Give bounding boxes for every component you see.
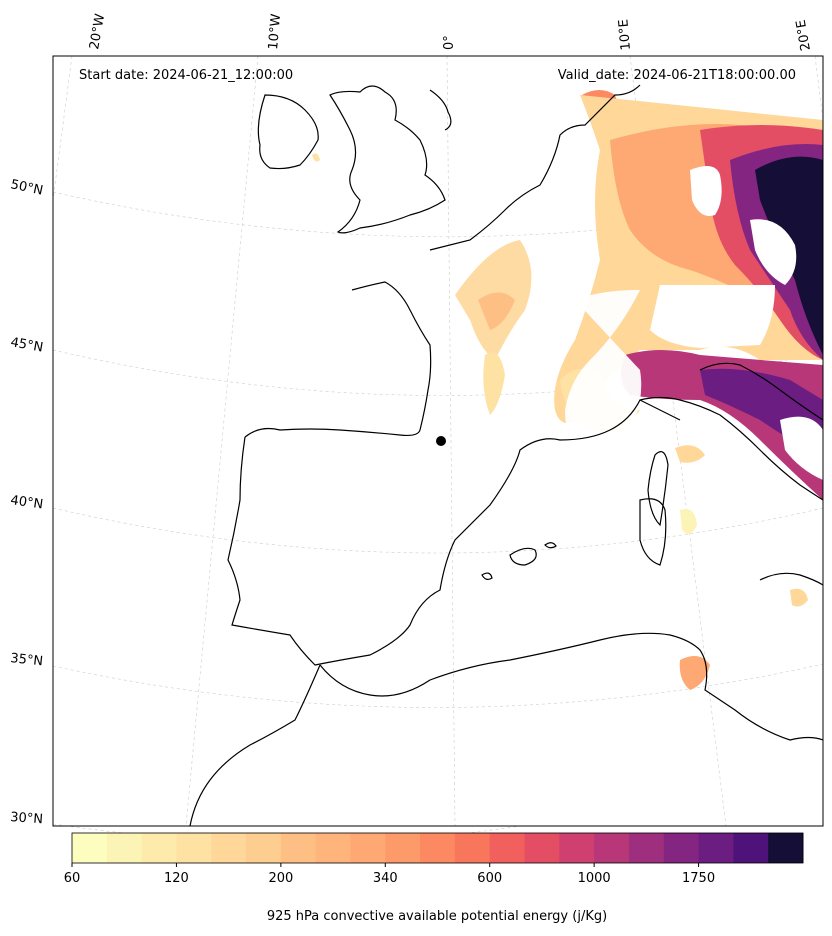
valid-date-label: Valid_date: 2024-06-21T18:00:00.00 <box>558 68 796 83</box>
map-marker-dot <box>436 436 446 446</box>
colorbar-swatch <box>454 833 491 863</box>
cape-blob-africa <box>679 656 710 690</box>
colorbar-tick-label: 1750 <box>682 871 715 886</box>
mask-hole-4 <box>780 416 823 480</box>
colorbar-swatch <box>141 833 177 863</box>
coast-mallorca <box>509 547 537 566</box>
lat-label-40n: 40°N <box>9 493 44 512</box>
colorbar-swatch <box>176 833 212 863</box>
colorbar-swatch <box>246 833 282 863</box>
colorbar-swatch <box>350 833 386 863</box>
lon-label-20w: 20°W <box>87 13 108 51</box>
colorbar-swatch <box>524 833 560 863</box>
colorbar-swatches <box>72 833 804 863</box>
colorbar-label: 925 hPa convective available potential e… <box>267 909 607 924</box>
colorbar-swatch <box>72 833 108 863</box>
colorbar-tick-label: 120 <box>164 871 189 886</box>
colorbar-swatch <box>594 833 630 863</box>
coast-adriatic <box>699 362 824 421</box>
lat-label-30n: 30°N <box>10 810 44 827</box>
colorbar-frame <box>71 832 804 864</box>
cape-blob-ireland <box>312 153 320 162</box>
coast-france-west <box>351 281 432 431</box>
lon-label-0: 0° <box>442 35 457 50</box>
colorbar-swatch <box>315 833 351 863</box>
lon-label-10w: 10°W <box>266 13 284 50</box>
cape-field <box>312 90 823 690</box>
meridian-0 <box>446 55 456 827</box>
mask-hole-1 <box>690 166 722 216</box>
coast-sicily <box>759 572 824 586</box>
coastlines <box>189 84 824 827</box>
colorbar-swatch <box>698 833 734 863</box>
coast-spain-north <box>244 427 421 438</box>
lon-label-20e: 20°E <box>794 19 814 52</box>
colorbar-swatch <box>420 833 456 863</box>
colorbar-swatch <box>559 833 595 863</box>
colorbar-tick-label: 600 <box>477 871 502 886</box>
colorbar-swatch <box>663 833 700 863</box>
map-area <box>52 55 824 843</box>
colorbar-swatch <box>211 833 247 863</box>
cape-blob-sardinia <box>680 509 697 534</box>
coast-sardinia <box>639 498 667 566</box>
colorbar-swatch <box>733 833 769 863</box>
colorbar-swatch <box>280 833 317 863</box>
coast-ibiza <box>481 572 493 581</box>
meridian-20e <box>814 55 824 121</box>
colorbar-swatch <box>385 833 421 863</box>
coast-corsica <box>647 451 669 527</box>
coast-france-north <box>429 84 641 251</box>
lat-label-45n: 45°N <box>9 335 44 355</box>
colorbar-ticks: 60 120 200 340 600 1000 1750 <box>64 863 715 886</box>
coast-menorca <box>544 542 557 549</box>
lon-label-10e: 10°E <box>616 19 634 51</box>
coast-ireland <box>257 94 319 170</box>
colorbar-swatch <box>489 833 526 863</box>
coast-north-africa <box>319 632 824 741</box>
colorbar-tick-label: 1000 <box>578 871 611 886</box>
latitude-labels: 50°N 45°N 40°N 35°N 30°N <box>9 177 44 827</box>
start-date-label: Start date: 2024-06-21_12:00:00 <box>79 68 293 83</box>
colorbar-swatch <box>106 833 143 863</box>
meridian-10w <box>185 55 259 827</box>
colorbar-tick-label: 340 <box>373 871 398 886</box>
cape-blob-south-france <box>483 352 505 415</box>
map-frame <box>52 55 824 827</box>
coast-morocco-west <box>189 664 321 827</box>
longitude-labels: 20°W 10°W 0° 10°E 20°E <box>87 13 814 52</box>
lat-label-50n: 50°N <box>9 177 44 198</box>
coast-italy-west <box>639 396 824 501</box>
mask-hole-3 <box>565 290 642 442</box>
mask-hole-2 <box>750 219 797 285</box>
colorbar-tick-label: 200 <box>268 871 293 886</box>
colorbar-swatch <box>768 833 804 863</box>
coast-iberia <box>227 399 681 666</box>
cape-blob-south-italy <box>790 588 808 607</box>
colorbar-swatch <box>628 833 665 863</box>
lat-label-35n: 35°N <box>10 651 44 669</box>
mask-hole-alps <box>650 285 775 348</box>
coast-scotland-east <box>429 89 452 131</box>
cape-blob-corsica <box>675 445 705 463</box>
coast-britain <box>329 85 446 234</box>
colorbar-tick-label: 60 <box>64 871 81 886</box>
colorbar: 60 120 200 340 600 1000 1750 925 hPa convectiv… <box>64 832 804 924</box>
cape-blob-france-core <box>478 292 515 330</box>
meridian-20w <box>52 55 73 201</box>
